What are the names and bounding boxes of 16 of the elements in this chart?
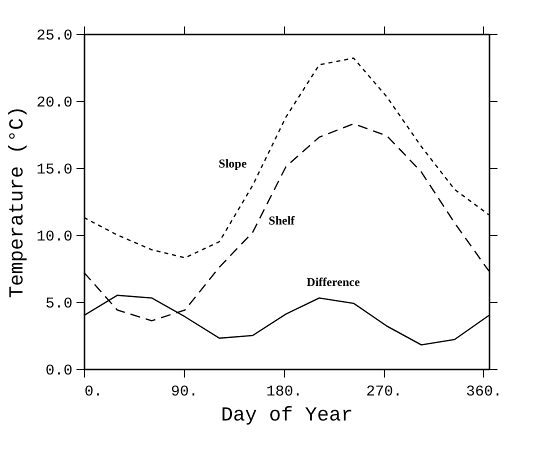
- x-tick-label: 90.: [170, 384, 198, 400]
- y-tick-label: 15.0: [36, 162, 72, 178]
- x-tick-label: 360.: [466, 384, 502, 400]
- y-tick-label: 0.0: [45, 362, 72, 380]
- y-tick-label: 10.0: [36, 228, 72, 246]
- y-tick-label: 5.0: [45, 296, 72, 312]
- series-label: Difference: [306, 274, 360, 289]
- series-label: Slope: [218, 156, 248, 170]
- x-tick-label: 270.: [366, 384, 402, 400]
- y-tick-label: 25.0: [36, 28, 72, 44]
- x-tick-label: 0.: [84, 384, 103, 400]
- x-tick-label: 180.: [266, 384, 302, 400]
- x-axis-title: Day of Year: [220, 404, 354, 428]
- y-axis-title: Temperature (°C): [6, 106, 30, 298]
- y-tick-label: 20.0: [36, 94, 72, 112]
- series-label: Shelf: [268, 213, 296, 228]
